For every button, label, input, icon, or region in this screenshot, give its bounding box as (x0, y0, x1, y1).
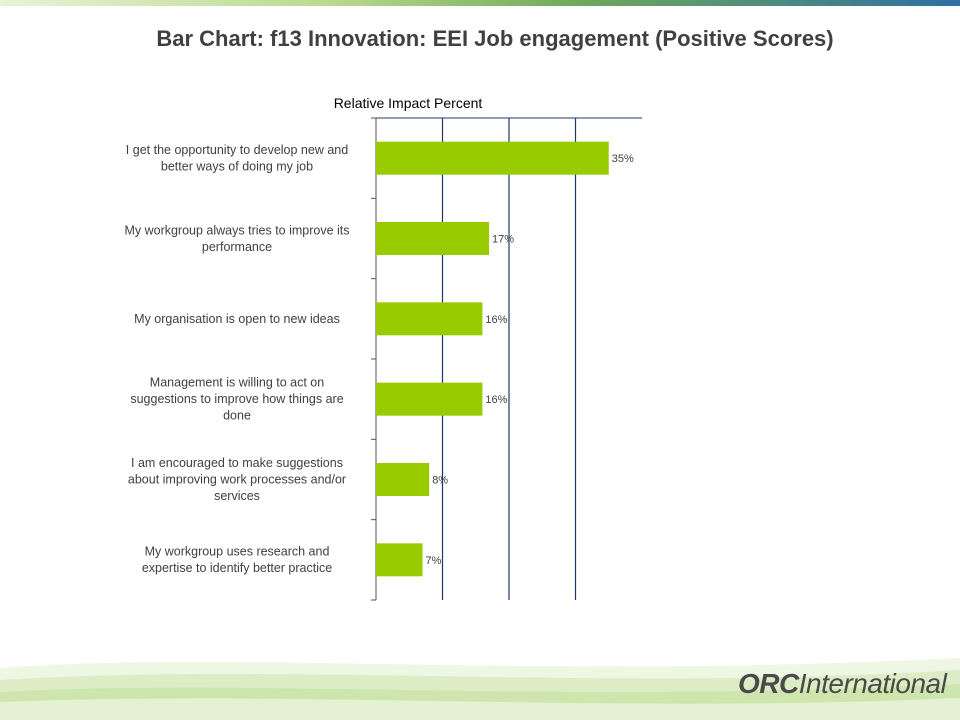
data-label: 16% (485, 314, 507, 326)
logo-bold-text: ORC (738, 668, 799, 699)
x-axis-title: Relative Impact Percent (334, 95, 483, 111)
category-label: Management is willing to act on suggestio… (130, 376, 343, 423)
category-label: I get the opportunity to develop new and… (126, 143, 348, 174)
data-label: 17% (492, 234, 514, 246)
category-label: My workgroup always tries to improve its… (124, 223, 349, 254)
bar (376, 222, 490, 255)
top-accent-bar (0, 0, 960, 6)
bar (376, 463, 430, 496)
bar (376, 302, 483, 336)
bar (376, 141, 609, 175)
data-label: 35% (612, 153, 634, 165)
category-label: My workgroup uses research and expertise … (142, 545, 332, 576)
data-label: 8% (432, 475, 448, 487)
logo-text: International (798, 668, 947, 699)
orc-international-logo: ORCInternational (738, 668, 947, 700)
slide-title: Bar Chart: f13 Innovation: EEI Job engag… (156, 26, 834, 51)
category-label: My organisation is open to new ideas (134, 312, 340, 326)
bar (376, 543, 423, 577)
data-label: 16% (485, 394, 507, 406)
data-label: 7% (426, 555, 442, 567)
footer-wave-decoration (0, 658, 960, 720)
bar (376, 382, 483, 416)
category-label: I am encouraged to make suggestions about… (128, 456, 346, 503)
